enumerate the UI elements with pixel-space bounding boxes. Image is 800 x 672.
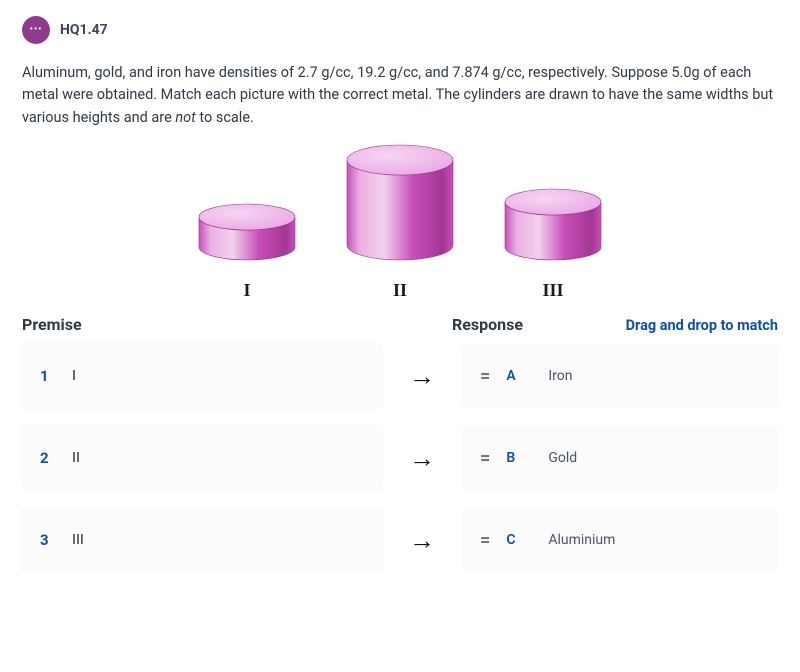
premise-text: II [72,450,80,466]
response-text: Aluminium [548,532,615,548]
question-prompt: Aluminum, gold, and iron have densities … [22,62,778,129]
response-letter: A [506,368,530,384]
prompt-part-2: to scale. [196,109,254,126]
premise-header: Premise [22,315,452,334]
premise-card: 3III [22,508,382,572]
column-headers: Premise Response Drag and drop to match [22,315,778,334]
cylinder-label: I [243,280,250,301]
response-card[interactable]: = A Iron [462,344,778,408]
arrow-icon: → [392,344,452,408]
prompt-part-1: Aluminum, gold, and iron have densities … [22,64,773,126]
response-header: Response [452,315,602,334]
response-text: Gold [548,450,577,466]
match-row: 2II→=BGold [22,426,778,490]
prompt-em: not [175,109,195,126]
premise-number: 1 [40,367,72,385]
cylinder: I [197,202,297,301]
match-rows: 1I→=AIron2II→=BGold3III→=CAluminium [22,344,778,572]
cylinder-label: III [542,280,563,301]
response-letter: C [506,532,530,548]
drag-handle-icon[interactable]: = [480,448,488,469]
response-card[interactable]: = B Gold [462,426,778,490]
drag-handle-icon[interactable]: = [480,530,488,551]
question-code: HQ1.47 [60,22,108,38]
match-row: 1I→=AIron [22,344,778,408]
match-row: 3III→=CAluminium [22,508,778,572]
cylinder: III [503,187,603,301]
premise-number: 3 [40,531,72,549]
premise-card: 2II [22,426,382,490]
premise-number: 2 [40,449,72,467]
arrow-icon: → [392,508,452,572]
cylinder-label: II [393,280,407,301]
premise-text: I [72,368,76,384]
drag-handle-icon[interactable]: = [480,366,488,387]
premise-card: 1I [22,344,382,408]
drag-hint: Drag and drop to match [602,317,778,334]
premise-text: III [72,532,84,548]
response-text: Iron [548,368,572,384]
response-card[interactable]: = C Aluminium [462,508,778,572]
response-letter: B [506,450,530,466]
cylinder-figure: IIIIII [22,143,778,301]
arrow-icon: → [392,426,452,490]
chat-icon[interactable]: ••• [22,16,50,44]
question-header: ••• HQ1.47 [22,16,778,44]
cylinder: II [345,143,455,301]
